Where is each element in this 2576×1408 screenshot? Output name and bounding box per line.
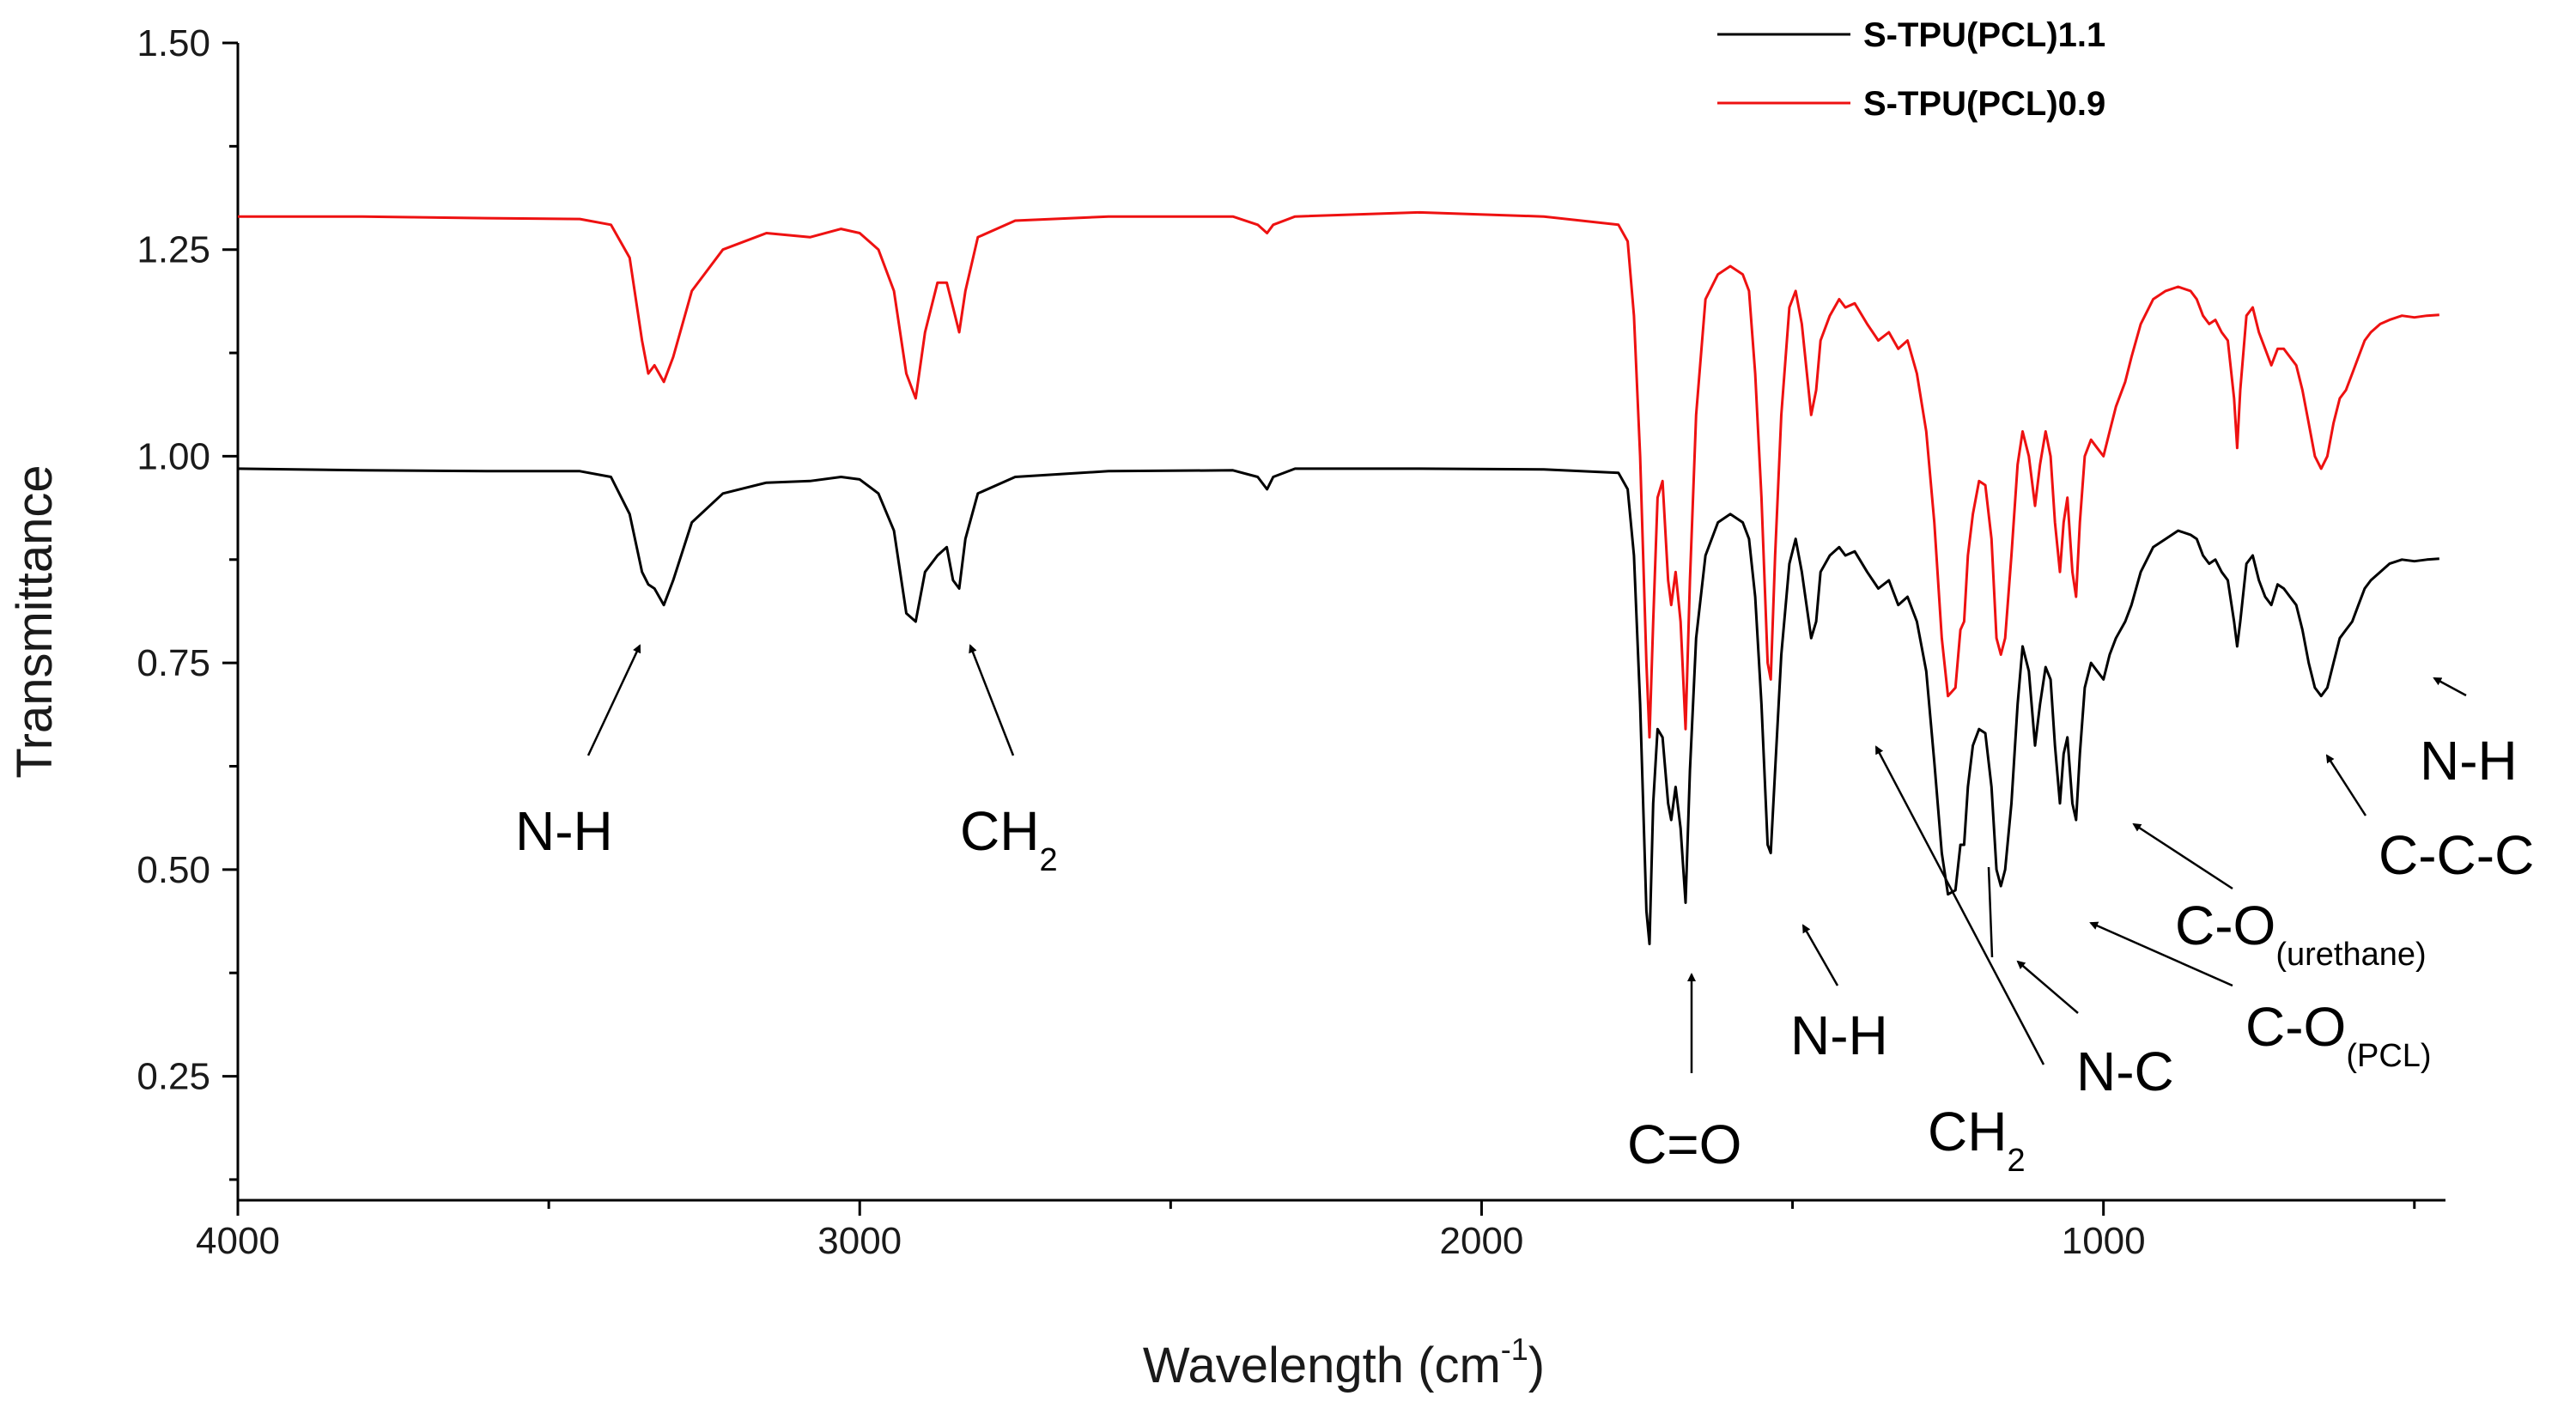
annotation-arrows [586, 644, 2467, 1073]
arrow-nh-1 [586, 644, 641, 756]
y-tick-label: 1.50 [137, 22, 210, 64]
arrow-ccc [2325, 754, 2367, 816]
label-ch2-2: CH2 [1928, 1101, 2026, 1179]
label-nh-3: N-H [2420, 730, 2518, 792]
legend-label-1: S-TPU(PCL)1.1 [1863, 16, 2105, 54]
annotation-labels: N-H CH2 C=O N-H CH2 N-C C-O(PCL) C-O(ure… [515, 730, 2534, 1179]
arrow-co-urethane [2132, 822, 2233, 890]
ticks: 0.25 0.50 0.75 1.00 1.25 1.50 4000 3000 2000 1000 [137, 22, 2416, 1262]
x-tick-label: 4000 [196, 1220, 280, 1262]
legend: S-TPU(PCL)1.1 S-TPU(PCL)0.9 [1717, 16, 2105, 123]
arrow-ch2-2 [1874, 745, 2045, 1065]
axes [236, 43, 2445, 1202]
arrow-co-pcl [2089, 921, 2233, 987]
y-tick-label: 0.25 [137, 1056, 210, 1098]
arrow-nc-stem [1987, 866, 1994, 958]
label-nh-2: N-H [1790, 1004, 1888, 1066]
arrow-nh-3 [2433, 677, 2467, 697]
y-axis-title: Transmittance [7, 464, 63, 778]
y-tick-label: 1.00 [137, 435, 210, 477]
arrow-ch2-1 [969, 644, 1015, 756]
x-axis-title: Wavelength (cm-1) [1143, 1332, 1545, 1393]
label-nh-1: N-H [515, 800, 613, 862]
label-co-urethane: C-O(urethane) [2175, 895, 2427, 973]
label-co-pcl: C-O(PCL) [2245, 996, 2432, 1074]
arrow-nh-2 [1801, 924, 1839, 986]
series-line-1 [237, 467, 2439, 945]
legend-label-2: S-TPU(PCL)0.9 [1863, 85, 2105, 123]
x-axis-title-sup: -1 [1501, 1332, 1528, 1367]
y-tick-label: 0.50 [137, 849, 210, 891]
x-tick-label: 1000 [2062, 1220, 2146, 1262]
series-line-2 [238, 210, 2439, 739]
x-axis-title-main: Wavelength (cm [1143, 1338, 1501, 1393]
label-ccc: C-C-C [2379, 824, 2534, 886]
label-ch2-1: CH2 [960, 800, 1058, 878]
x-tick-label: 3000 [817, 1220, 902, 1262]
label-co: C=O [1627, 1114, 1741, 1175]
x-axis-title-end: ) [1528, 1338, 1545, 1393]
arrow-nc [2016, 960, 2079, 1014]
y-tick-label: 1.25 [137, 229, 210, 271]
label-nc: N-C [2076, 1041, 2174, 1102]
series-layer [237, 210, 2439, 945]
x-tick-label: 2000 [1440, 1220, 1524, 1262]
y-tick-label: 0.75 [137, 642, 210, 684]
